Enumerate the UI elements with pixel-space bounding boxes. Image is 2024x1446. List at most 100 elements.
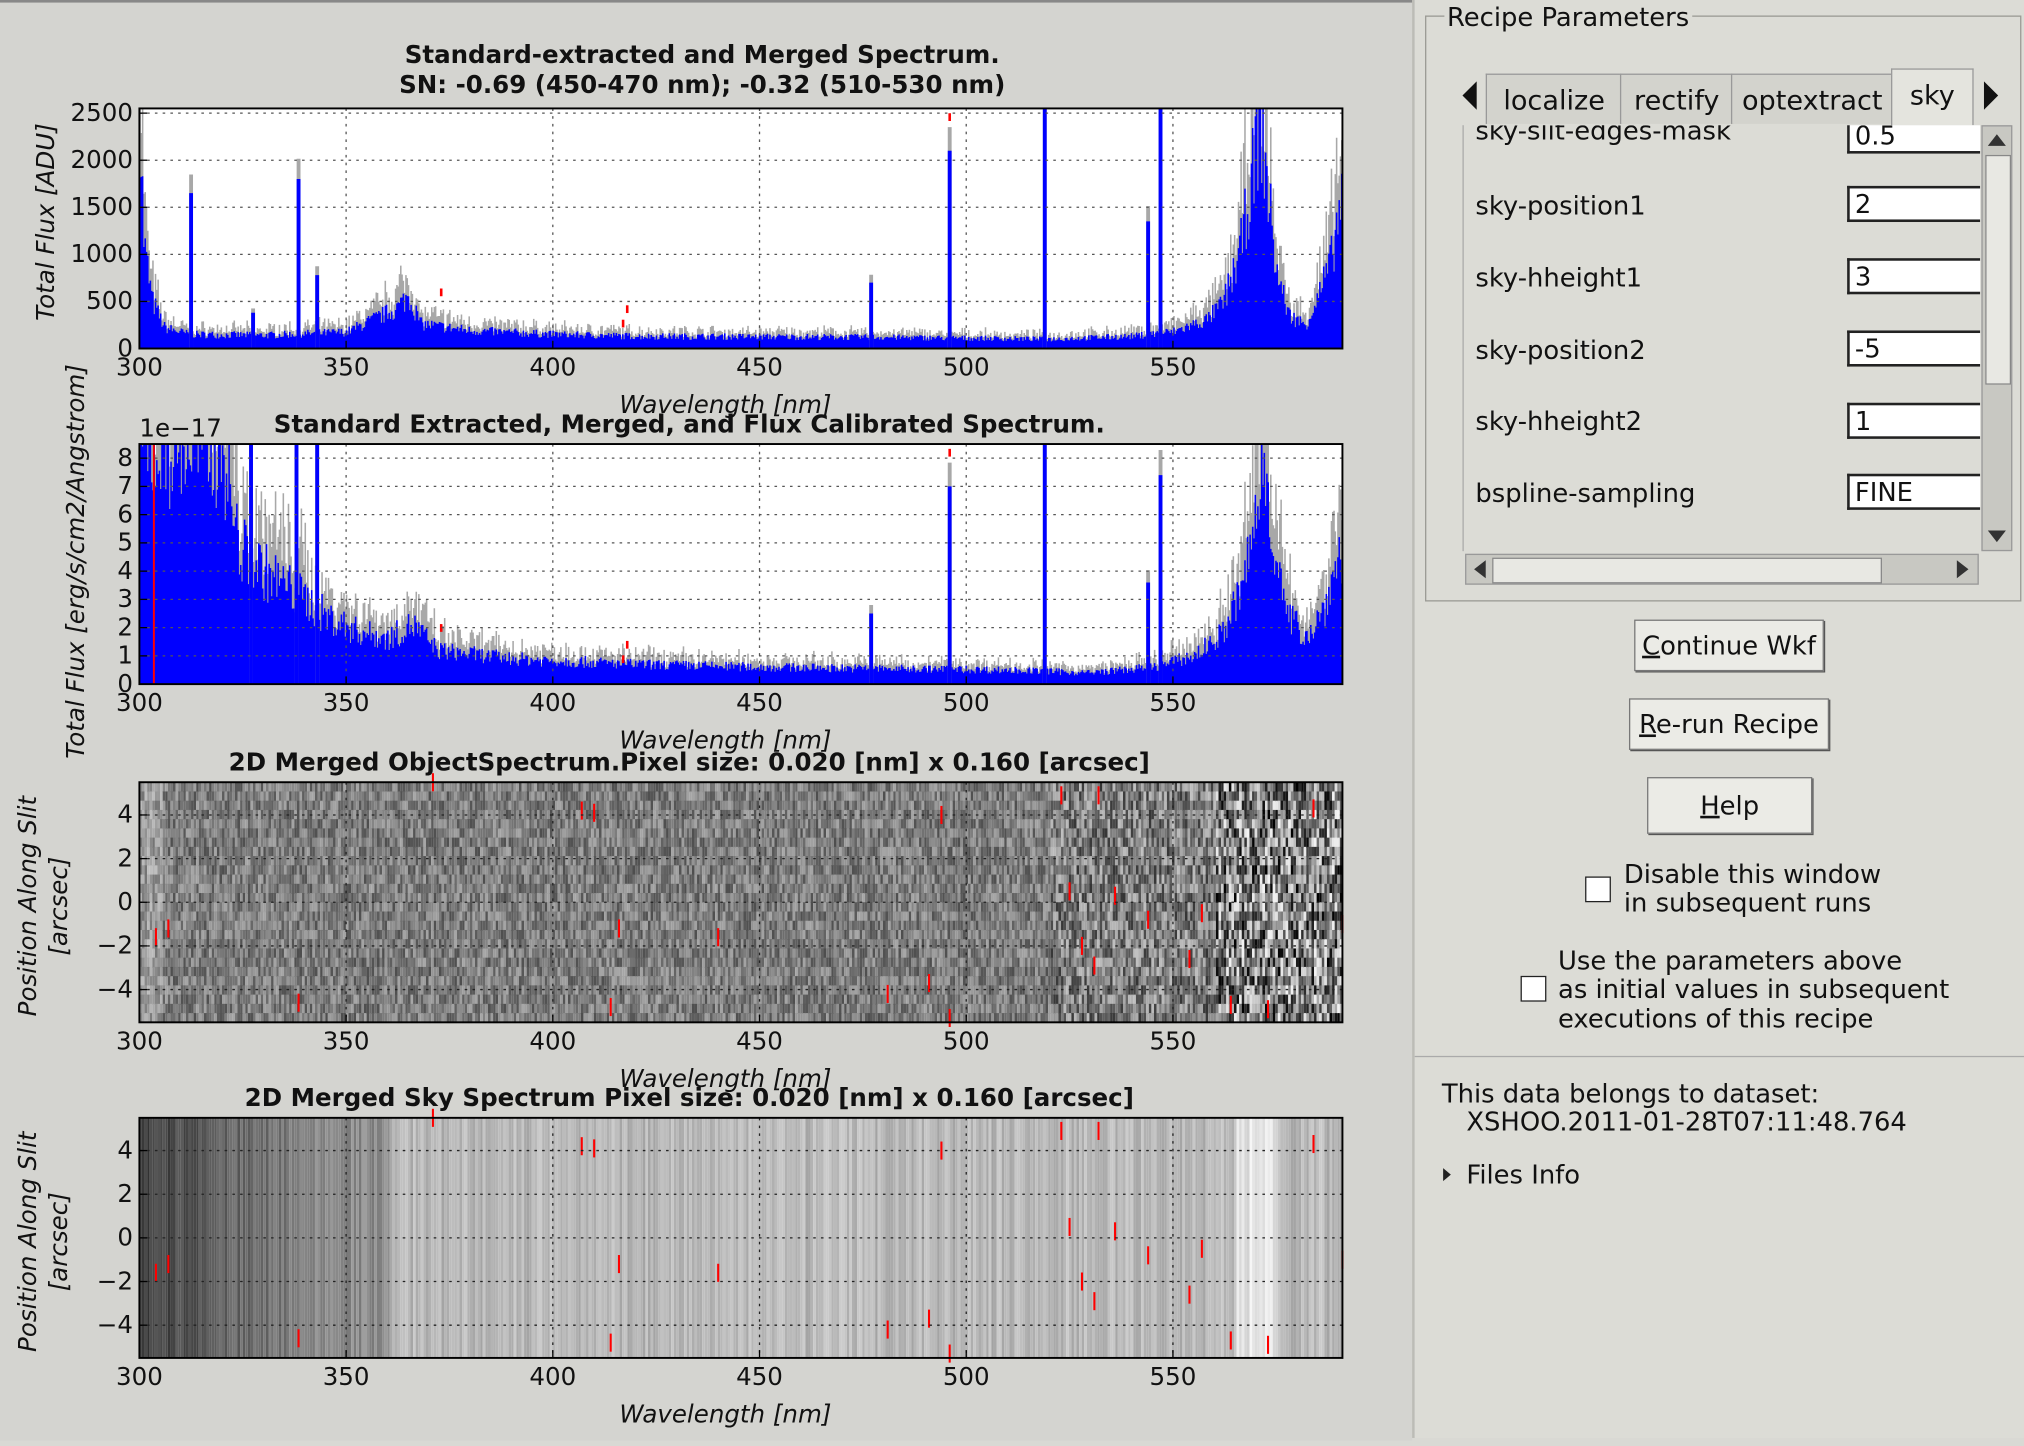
image-pixel <box>230 930 233 940</box>
image-pixel <box>245 884 248 894</box>
image-pixel <box>160 958 163 968</box>
image-pixel <box>194 791 197 801</box>
image-pixel <box>271 847 274 857</box>
image-pixel <box>227 819 230 829</box>
image-pixel <box>511 985 514 995</box>
image-pixel <box>421 856 424 866</box>
image-pixel <box>152 958 155 968</box>
image-pixel <box>361 995 364 1005</box>
image-pixel <box>186 838 189 848</box>
image-pixel <box>297 930 300 940</box>
image-pixel <box>457 838 460 848</box>
image-pixel <box>488 875 491 885</box>
image-pixel <box>602 819 605 829</box>
image-pixel <box>209 902 212 912</box>
image-pixel <box>447 912 450 922</box>
image-pixel <box>545 893 548 903</box>
image-pixel <box>330 801 333 811</box>
image-pixel <box>496 939 499 949</box>
image-pixel <box>374 856 377 866</box>
image-pixel <box>612 865 615 875</box>
image-pixel <box>261 912 264 922</box>
image-pixel <box>165 865 168 875</box>
image-pixel <box>578 838 581 848</box>
image-pixel <box>405 884 408 894</box>
image-pixel <box>496 856 499 866</box>
image-pixel <box>609 819 612 829</box>
image-pixel <box>602 810 605 820</box>
image-pixel <box>527 838 530 848</box>
image-pixel <box>390 884 393 894</box>
image-pixel <box>183 1004 186 1014</box>
image-pixel <box>498 948 501 958</box>
image-pixel <box>382 875 385 885</box>
image-pixel <box>563 967 566 977</box>
image-pixel <box>454 865 457 875</box>
image-pixel <box>387 893 390 903</box>
image-pixel <box>170 884 173 894</box>
image-pixel <box>214 976 217 986</box>
image-pixel <box>299 782 302 792</box>
image-pixel <box>258 976 261 986</box>
image-pixel <box>480 985 483 995</box>
y-tick-label: 2000 <box>71 145 133 174</box>
image-pixel <box>328 976 331 986</box>
image-pixel <box>617 902 620 912</box>
image-pixel <box>364 865 367 875</box>
image-pixel <box>212 967 215 977</box>
image-pixel <box>310 838 313 848</box>
image-pixel <box>214 902 217 912</box>
image-pixel <box>452 939 455 949</box>
image-pixel <box>235 828 238 838</box>
image-pixel <box>421 958 424 968</box>
image-pixel <box>160 875 163 885</box>
image-pixel <box>413 948 416 958</box>
image-pixel <box>330 847 333 857</box>
y-tick-label: 3 <box>117 584 133 613</box>
image-pixel <box>594 884 597 894</box>
image-pixel <box>183 948 186 958</box>
image-pixel <box>279 921 282 931</box>
image-pixel <box>558 819 561 829</box>
image-pixel <box>276 939 279 949</box>
image-pixel <box>529 884 532 894</box>
image-pixel <box>586 865 589 875</box>
image-pixel <box>454 967 457 977</box>
image-pixel <box>403 930 406 940</box>
image-pixel <box>147 967 150 977</box>
image-pixel <box>367 921 370 931</box>
image-pixel <box>256 958 259 968</box>
image-pixel <box>498 921 501 931</box>
image-pixel <box>361 884 364 894</box>
image-pixel <box>245 801 248 811</box>
x-tick-label: 350 <box>323 688 370 717</box>
image-pixel <box>599 995 602 1005</box>
image-pixel <box>596 958 599 968</box>
image-pixel <box>188 828 191 838</box>
image-pixel <box>398 791 401 801</box>
image-pixel <box>524 912 527 922</box>
image-pixel <box>214 801 217 811</box>
image-pixel <box>524 791 527 801</box>
image-pixel <box>555 819 558 829</box>
image-pixel <box>367 902 370 912</box>
image-pixel <box>361 967 364 977</box>
image-pixel <box>568 838 571 848</box>
image-pixel <box>338 838 341 848</box>
image-pixel <box>310 985 313 995</box>
image-pixel <box>532 838 535 848</box>
image-pixel <box>447 948 450 958</box>
image-pixel <box>609 985 612 995</box>
image-pixel <box>540 856 543 866</box>
image-pixel <box>315 875 318 885</box>
image-pixel <box>444 856 447 866</box>
image-pixel <box>183 995 186 1005</box>
image-pixel <box>364 967 367 977</box>
image-pixel <box>289 921 292 931</box>
image-pixel <box>594 875 597 885</box>
image-pixel <box>232 912 235 922</box>
image-pixel <box>441 967 444 977</box>
image-pixel <box>529 948 532 958</box>
image-pixel <box>307 810 310 820</box>
image-pixel <box>338 939 341 949</box>
